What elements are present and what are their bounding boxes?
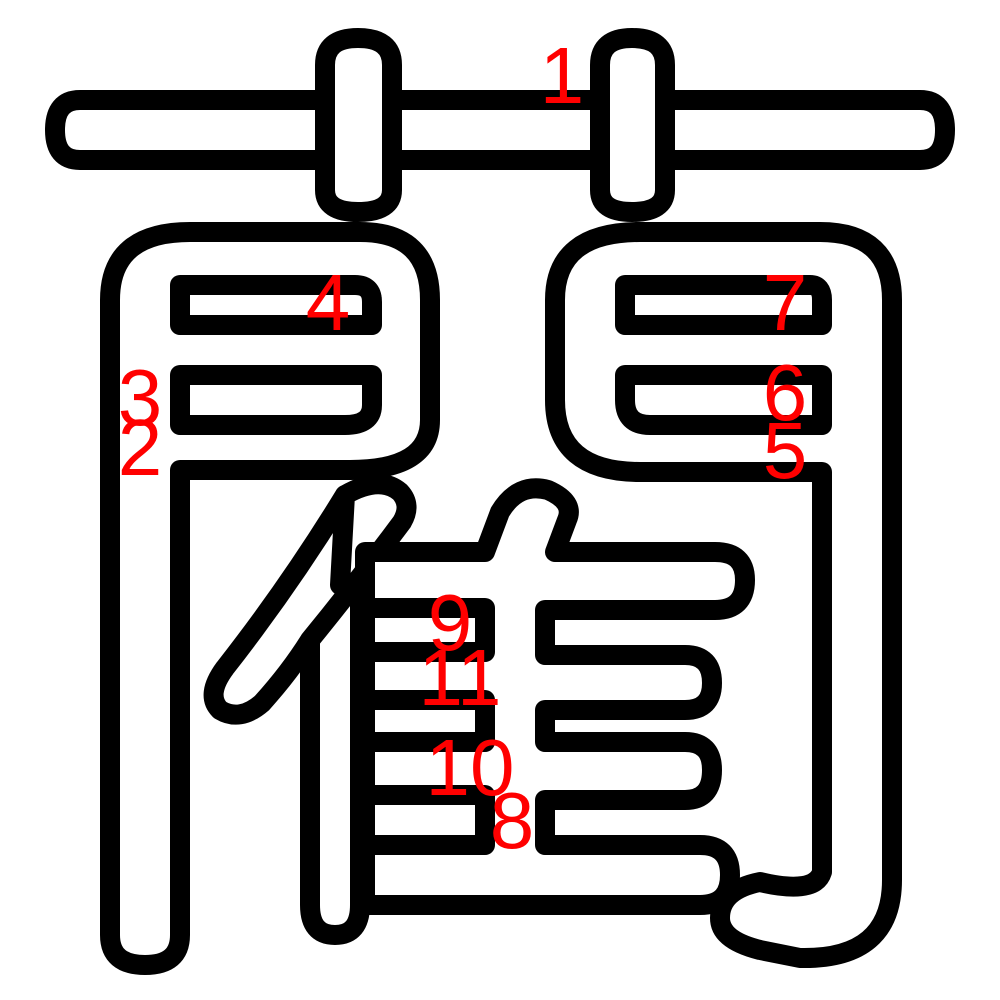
bird-radical (355, 478, 755, 915)
character-outline (45, 28, 955, 975)
stroke-number-label-9: 9 (428, 578, 473, 667)
stroke-number-label-2: 2 (118, 403, 163, 492)
stroke-number-label-4: 4 (306, 258, 351, 347)
right-door-wing (545, 222, 902, 969)
left-door-wing (100, 222, 440, 975)
stroke-number-label-10: 10 (426, 723, 515, 812)
stroke-number-label-1: 1 (540, 31, 585, 120)
stroke-number-label-11: 11 (418, 633, 501, 722)
stroke-number-label-3: 3 (118, 353, 163, 442)
grass-radical-right-vertical (590, 28, 675, 222)
stroke-number-label-8: 8 (490, 776, 535, 865)
stroke-number-label-6: 6 (763, 348, 808, 437)
grass-radical-left-vertical (315, 28, 402, 222)
stroke-number-label-5: 5 (763, 406, 808, 495)
stroke-number-label-7: 7 (763, 258, 808, 347)
grass-radical-horizontal (45, 90, 955, 170)
